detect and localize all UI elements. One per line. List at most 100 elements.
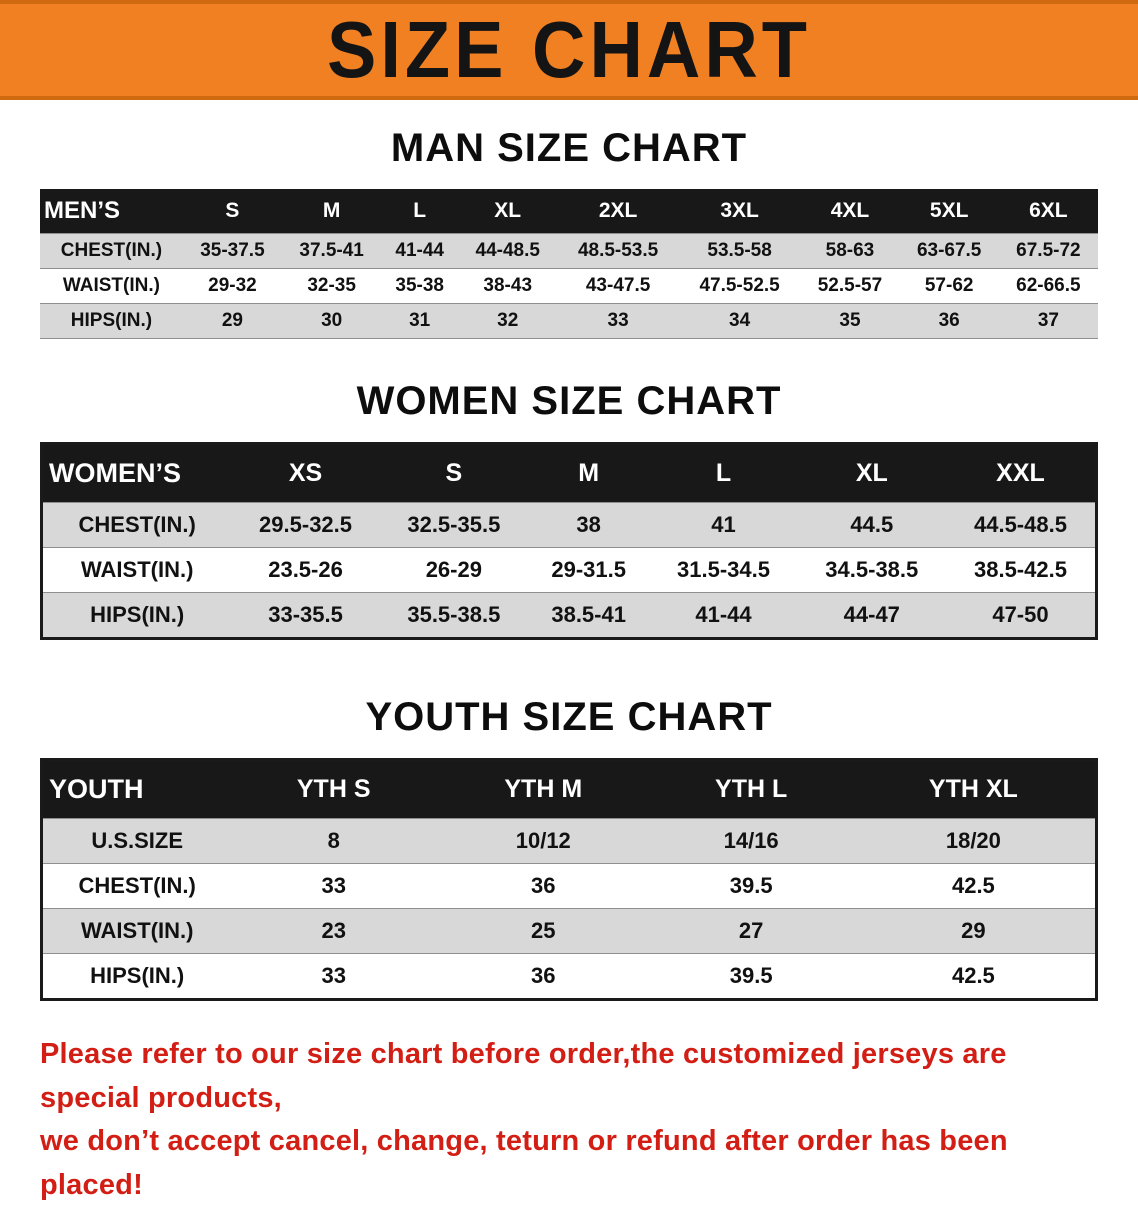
table-row: WAIST(IN.) 23.5-26 26-29 29-31.5 31.5-34.5 34… [41,547,1097,593]
size-cell: 42.5 [951,873,995,898]
banner-title: SIZE CHART [327,4,811,95]
size-cell: 35-37.5 [200,240,265,261]
size-cell: 36 [531,873,556,898]
column-header: 5XL [899,189,999,234]
size-cell: 30 [321,310,343,331]
row-label: CHEST(IN.) [78,873,196,898]
table-row: U.S.SIZE 8 10/12 14/16 18/20 [41,818,1097,864]
row-label: CHEST(IN.) [78,512,196,537]
size-cell: 34 [729,310,751,331]
size-cell: 62-66.5 [1016,275,1081,296]
women-size-table: WOMEN’S XS S M L XL XXL CHEST(IN.) 29.5-32.5 32.5… [40,442,1098,640]
size-cell: 18/20 [945,828,1001,853]
size-cell: 14/16 [723,828,779,853]
column-header: L [381,189,459,234]
size-cell: 47.5-52.5 [699,275,780,296]
column-header: M [527,443,650,503]
men-size-section: MAN SIZE CHART MEN’S S M L XL 2XL 3XL 4XL 5XL 6XL C… [40,126,1098,339]
size-cell: 31 [409,310,431,331]
table-row: HIPS(IN.) 33 36 39.5 42.5 [41,953,1097,1000]
size-cell: 38 [576,512,601,537]
size-cell: 29 [221,310,243,331]
men-size-table: MEN’S S M L XL 2XL 3XL 4XL 5XL 6XL CHEST(IN.) 35-37… [40,189,1098,339]
size-cell: 32-35 [307,275,356,296]
column-header: YTH S [231,759,436,819]
row-label: HIPS(IN.) [90,602,185,627]
size-cell: 52.5-57 [817,275,883,296]
column-header: L [649,443,798,503]
size-cell: 44.5-48.5 [973,512,1067,537]
size-cell: 37 [1037,310,1059,331]
size-cell: 38-43 [483,275,533,296]
men-size-chart-title: MAN SIZE CHART [390,126,748,170]
youth-size-section: YOUTH SIZE CHART YOUTH YTH S YTH M YTH L YTH … [40,695,1098,1001]
row-label: HIPS(IN.) [90,963,185,988]
women-size-chart-title: WOMEN SIZE CHART [356,379,782,423]
banner: SIZE CHART [0,0,1138,100]
size-cell: 32.5-35.5 [407,512,501,537]
column-header: XXL [945,443,1097,503]
column-header: S [182,189,283,234]
size-cell: 31.5-34.5 [677,557,770,582]
row-label: WAIST(IN.) [80,918,194,943]
size-cell: 57-62 [924,275,974,296]
size-cell: 26-29 [425,557,482,582]
size-cell: 58-63 [825,240,875,261]
size-cell: 33 [607,310,629,331]
size-cell: 37.5-41 [299,240,364,261]
size-cell: 42.5 [951,963,995,988]
column-header: 6XL [998,189,1098,234]
size-cell: 27 [738,918,764,943]
header-row: WOMEN’S XS S M L XL XXL [41,443,1097,503]
size-cell: 44.5 [850,512,894,537]
table-row: WAIST(IN.) 23 25 27 29 [41,908,1097,954]
size-cell: 38.5-41 [551,602,626,627]
table-row: CHEST(IN.) 35-37.5 37.5-41 41-44 44-48.5 48.5… [40,233,1098,269]
row-label: U.S.SIZE [91,828,184,853]
size-cell: 35 [839,310,861,331]
size-cell: 33-35.5 [268,602,343,627]
column-header: YTH XL [851,759,1097,819]
row-label: HIPS(IN.) [70,310,153,331]
size-cell: 67.5-72 [1016,240,1081,261]
youth-size-table: YOUTH YTH S YTH M YTH L YTH XL U.S.SIZE 8 10/12… [40,758,1098,1001]
column-header: 3XL [678,189,801,234]
size-cell: 25 [531,918,556,943]
women-size-section: WOMEN SIZE CHART WOMEN’S XS S M L XL XXL CHEST(I… [40,379,1098,640]
size-cell: 44-47 [843,602,900,627]
size-cell: 32 [497,310,519,331]
size-cell: 29.5-32.5 [259,512,353,537]
youth-header-label: YOUTH [41,759,232,819]
size-cell: 34.5-38.5 [825,557,919,582]
size-cell: 23 [321,918,346,943]
row-label: WAIST(IN.) [80,557,194,582]
notice-line-1: Please refer to our size chart before or… [40,1038,1007,1114]
row-label: WAIST(IN.) [62,275,160,296]
size-cell: 35-38 [395,275,444,296]
table-row: CHEST(IN.) 33 36 39.5 42.5 [41,863,1097,909]
size-cell: 47-50 [992,602,1049,627]
size-cell: 38.5-42.5 [973,557,1067,582]
table-row: CHEST(IN.) 29.5-32.5 32.5-35.5 38 41 44.5 44.5… [41,502,1097,548]
column-header: XS [231,443,380,503]
youth-size-chart-title: YOUTH SIZE CHART [365,695,773,739]
size-cell: 36 [531,963,556,988]
column-header: YTH M [436,759,651,819]
table-row: WAIST(IN.) 29-32 32-35 35-38 38-43 43-47.5 47.… [40,268,1098,304]
size-cell: 36 [938,310,960,331]
table-row: HIPS(IN.) 33-35.5 35.5-38.5 38.5-41 41-44 44-… [41,592,1097,639]
size-cell: 33 [321,963,346,988]
size-cell: 23.5-26 [268,557,343,582]
size-cell: 33 [321,873,346,898]
size-cell: 39.5 [729,963,773,988]
notice-line-2: we don’t accept cancel, change, teturn o… [40,1125,1008,1201]
size-cell: 48.5-53.5 [577,240,659,261]
column-header: M [282,189,382,234]
size-cell: 29 [961,918,986,943]
column-header: 4XL [800,189,900,234]
size-cell: 41 [711,512,736,537]
column-header: 2XL [557,189,679,234]
footer-notice: Please refer to our size chart before or… [40,1033,1098,1207]
men-header-label: MEN’S [40,189,183,234]
